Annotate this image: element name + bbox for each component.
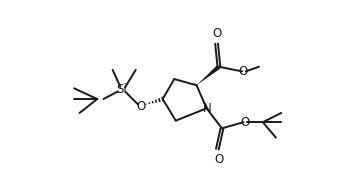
Text: Si: Si: [117, 83, 127, 96]
Text: N: N: [203, 102, 212, 115]
Text: O: O: [240, 116, 250, 129]
Text: O: O: [238, 65, 247, 78]
Polygon shape: [196, 65, 220, 85]
Text: O: O: [212, 27, 221, 40]
Text: O: O: [137, 100, 146, 112]
Text: O: O: [214, 153, 224, 166]
